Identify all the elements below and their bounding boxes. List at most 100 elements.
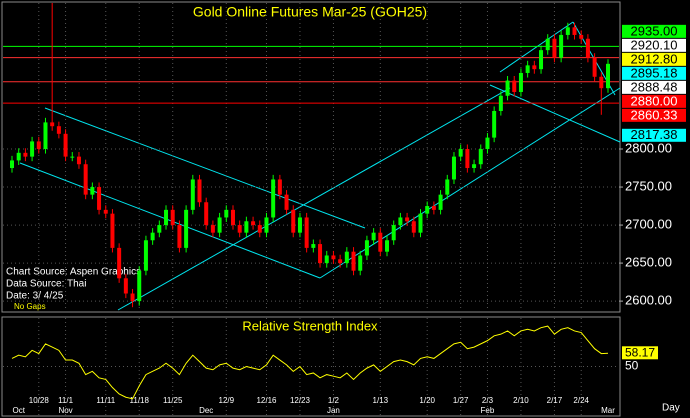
- candle-body: [297, 217, 302, 233]
- candle-body: [56, 126, 61, 134]
- info-text: Data Source: Thai: [6, 279, 86, 290]
- candle-body: [217, 217, 222, 233]
- candle-body: [291, 209, 296, 233]
- candle-body: [391, 225, 396, 241]
- candle-body: [458, 149, 463, 157]
- rsi-panel: [1, 316, 621, 417]
- x-tick-label: 11/25: [163, 396, 183, 405]
- x-tick-label: 2/24: [573, 396, 589, 405]
- level-label: 2860.33: [631, 107, 678, 122]
- candle-body: [97, 187, 102, 210]
- candle-body: [123, 278, 128, 294]
- candle-body: [331, 255, 336, 260]
- x-tick-label: 1/13: [373, 396, 389, 405]
- candle-body: [585, 38, 590, 58]
- candle-body: [371, 232, 376, 241]
- y-tick-label: 2600.00: [625, 293, 672, 308]
- channel-line: [499, 21, 574, 73]
- candle-body: [351, 251, 356, 271]
- candle-body: [10, 160, 14, 169]
- candle-body: [63, 133, 68, 157]
- candle-body: [572, 27, 577, 35]
- candle-body: [592, 57, 597, 77]
- candle-body: [438, 194, 443, 210]
- info-text: Chart Source: Aspen Graphics: [6, 267, 141, 278]
- candle-body: [251, 221, 256, 226]
- candle-body: [90, 187, 95, 195]
- candle-body: [143, 240, 148, 271]
- channel-line: [19, 162, 321, 279]
- candle-body: [30, 141, 35, 157]
- candle-body: [311, 244, 316, 248]
- candle-body: [545, 38, 550, 51]
- candle-body: [103, 209, 108, 214]
- gaps-note: No Gaps: [14, 302, 46, 311]
- candle-body: [411, 221, 416, 233]
- price-panel: [1, 1, 621, 313]
- candle-body: [76, 156, 81, 165]
- level-box: [622, 38, 686, 52]
- candle-body: [344, 251, 349, 264]
- candle-body: [204, 202, 209, 226]
- rsi-tick-label: 50: [625, 359, 639, 373]
- x-tick-label: 1/27: [453, 396, 469, 405]
- candle-body: [110, 213, 115, 248]
- candle-body: [505, 80, 510, 96]
- candle-body: [190, 179, 195, 210]
- candle-body: [579, 34, 584, 39]
- level-label: 2817.38: [631, 127, 678, 142]
- x-tick-label: 2/3: [482, 396, 494, 405]
- level-box: [622, 128, 686, 142]
- candle-body: [385, 240, 390, 252]
- candle-body: [70, 156, 75, 158]
- rsi-last-box: [622, 346, 658, 360]
- candle-body: [150, 232, 155, 241]
- candle-body: [16, 152, 21, 161]
- candle-body: [418, 213, 423, 233]
- x-tick-label: 2/17: [547, 396, 563, 405]
- level-label: 2920.10: [631, 37, 678, 52]
- candle-body: [43, 122, 48, 150]
- candle-body: [552, 38, 557, 58]
- candle-body: [445, 179, 450, 195]
- channel-line: [489, 84, 621, 143]
- level-box: [622, 24, 686, 38]
- level-box: [622, 80, 686, 94]
- candle-body: [237, 225, 242, 233]
- candle-body: [318, 244, 323, 264]
- trend-channels: [19, 21, 621, 311]
- candle-body: [23, 152, 28, 157]
- candle-body: [184, 209, 189, 248]
- channel-line: [117, 87, 511, 311]
- candle-body: [137, 270, 142, 302]
- candle-body: [83, 164, 88, 195]
- rsi-title: Relative Strength Index: [242, 318, 378, 333]
- x-tick-label: 11/1: [58, 396, 74, 405]
- candle-body: [224, 209, 229, 218]
- candle-body: [277, 179, 282, 195]
- level-box: [622, 94, 686, 108]
- month-label: Jan: [327, 406, 340, 415]
- candle-body: [599, 76, 604, 89]
- x-tick-label: 11/18: [130, 396, 150, 405]
- y-tick-label: 2650.00: [625, 255, 672, 270]
- x-tick-label: 1/20: [419, 396, 435, 405]
- month-label: Mar: [601, 406, 615, 415]
- candle-body: [472, 164, 477, 169]
- x-tick-label: 1/2: [328, 396, 340, 405]
- info-text: Date: 3/ 4/25: [6, 291, 64, 302]
- candle-body: [230, 209, 235, 226]
- level-label: 2935.00: [631, 23, 678, 38]
- level-box: [622, 108, 686, 122]
- candle-body: [565, 27, 570, 35]
- x-tick-label: 12/16: [256, 396, 277, 405]
- candle-body: [177, 225, 182, 248]
- candle-body: [606, 63, 610, 89]
- x-tick-label: 12/9: [219, 396, 235, 405]
- candle-body: [478, 149, 483, 165]
- candle-body: [465, 149, 470, 169]
- rsi-last-label: 58.17: [625, 345, 655, 359]
- candle-body: [539, 50, 544, 70]
- level-box: [622, 66, 686, 80]
